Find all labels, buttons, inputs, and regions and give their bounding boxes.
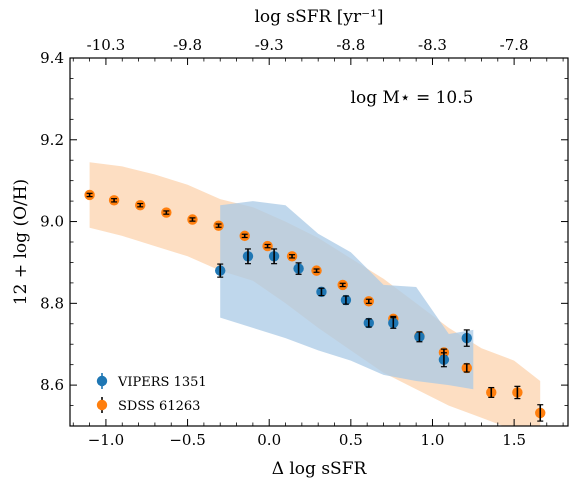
top-axis-title: log sSFR [yr⁻¹] <box>254 7 383 27</box>
point-sdss <box>187 214 198 225</box>
y-tick-label: 8.6 <box>40 376 64 394</box>
x2-tick-label: -8.3 <box>418 36 447 54</box>
y-tick-label: 9.2 <box>40 131 64 149</box>
point-vipers <box>242 248 254 265</box>
point-vipers <box>388 317 399 329</box>
x2-tick-label: -7.8 <box>500 36 529 54</box>
legend: VIPERS 1351 SDSS 61263 <box>96 373 207 414</box>
point-vipers <box>268 248 280 265</box>
point-sdss <box>363 296 374 307</box>
legend-marker-sdss <box>96 399 108 411</box>
legend-marker-vipers <box>96 375 108 387</box>
legend-label-vipers: VIPERS 1351 <box>117 375 207 390</box>
point-sdss <box>213 220 224 231</box>
point-vipers <box>363 317 374 329</box>
x-tick-label: −1.0 <box>88 431 124 449</box>
point-vipers <box>316 286 327 298</box>
x-tick-label: 1.5 <box>502 431 526 449</box>
point-sdss <box>461 362 472 374</box>
point-sdss <box>512 385 523 400</box>
point-vipers <box>293 262 304 275</box>
y-tick-label: 8.8 <box>40 294 64 312</box>
x2-tick-label: -8.8 <box>336 36 365 54</box>
x-tick-label: 1.0 <box>421 431 445 449</box>
point-sdss <box>337 279 348 291</box>
x2-tick-label: -9.3 <box>255 36 284 54</box>
point-sdss <box>161 207 172 218</box>
y-tick-label: 9.4 <box>40 49 64 67</box>
x-axis-title: Δ log sSFR <box>272 459 368 479</box>
x2-tick-label: -10.3 <box>87 36 125 54</box>
point-vipers <box>461 329 472 347</box>
x2-tick-label: -9.8 <box>173 36 202 54</box>
point-sdss <box>84 189 95 201</box>
axis-ticks: −1.0 −0.5 0.0 0.5 1.0 1.5 -10.3 -9.8 -9.3 -8.8 -8.… <box>40 36 568 449</box>
legend-label-sdss: SDSS 61263 <box>118 399 200 414</box>
point-sdss <box>262 240 273 252</box>
point-vipers <box>414 331 425 343</box>
point-vipers <box>340 294 352 306</box>
point-sdss <box>108 195 120 206</box>
x-tick-label: −0.5 <box>169 431 205 449</box>
point-vipers <box>215 263 226 278</box>
y-tick-label: 9.0 <box>40 213 64 231</box>
point-sdss <box>239 230 250 242</box>
point-sdss <box>135 200 146 211</box>
point-sdss <box>311 265 322 276</box>
x-tick-label: 0.5 <box>339 431 363 449</box>
mass-annotation: log M⋆ = 10.5 <box>351 88 474 108</box>
point-sdss <box>286 251 298 262</box>
point-vipers <box>438 352 450 368</box>
y-axis-title: 12 + log (O/H) <box>11 179 31 305</box>
data-points <box>84 189 546 422</box>
point-sdss <box>535 404 546 422</box>
x-tick-label: 0.0 <box>257 431 281 449</box>
point-sdss <box>486 386 497 398</box>
